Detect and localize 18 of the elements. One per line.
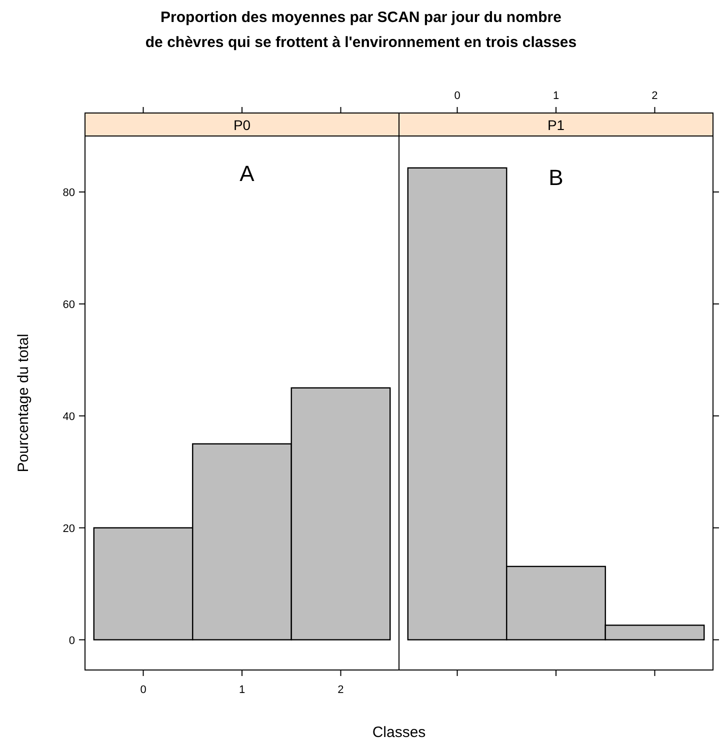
y-tick-label: 40: [62, 410, 75, 423]
annotation: B: [548, 165, 564, 190]
y-axis-title: Pourcentage du total: [15, 334, 32, 472]
annotation: A: [240, 161, 255, 186]
x-axis-title: Classes: [372, 724, 426, 740]
y-tick-label: 0: [68, 634, 75, 647]
x-tick-label: 1: [238, 684, 246, 696]
y-tick-label: 80: [62, 186, 75, 199]
chart-subtitle: P0: [233, 117, 251, 133]
y-tick-label: 60: [62, 298, 75, 311]
x-tick-label: 0: [454, 90, 460, 102]
x-tick-label: 1: [552, 90, 560, 102]
x-tick-label: 2: [338, 684, 344, 696]
x-tick-label: 0: [140, 684, 146, 696]
chart-subtitle: P1: [547, 117, 565, 133]
y-tick-label: 20: [62, 522, 75, 535]
x-tick-label: 2: [652, 90, 658, 102]
chart-title: Proportion des moyennes par SCAN par jour du nombre de chèvres qui se frottent à l'environnement en trois classes: [145, 9, 577, 51]
